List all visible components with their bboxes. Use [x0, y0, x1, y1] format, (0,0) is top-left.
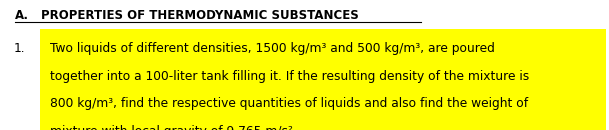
Text: A.: A. [15, 9, 29, 22]
Text: 1.: 1. [13, 42, 25, 55]
Text: together into a 100-liter tank filling it. If the resulting density of the mixtu: together into a 100-liter tank filling i… [50, 70, 529, 83]
Text: PROPERTIES OF THERMODYNAMIC SUBSTANCES: PROPERTIES OF THERMODYNAMIC SUBSTANCES [41, 9, 359, 22]
Text: mixture with local gravity of 9.765 m/s².: mixture with local gravity of 9.765 m/s²… [50, 125, 297, 130]
Text: Two liquids of different densities, 1500 kg/m³ and 500 kg/m³, are poured: Two liquids of different densities, 1500… [50, 42, 495, 55]
FancyBboxPatch shape [40, 29, 606, 130]
Text: 800 kg/m³, find the respective quantities of liquids and also find the weight of: 800 kg/m³, find the respective quantitie… [50, 98, 528, 110]
